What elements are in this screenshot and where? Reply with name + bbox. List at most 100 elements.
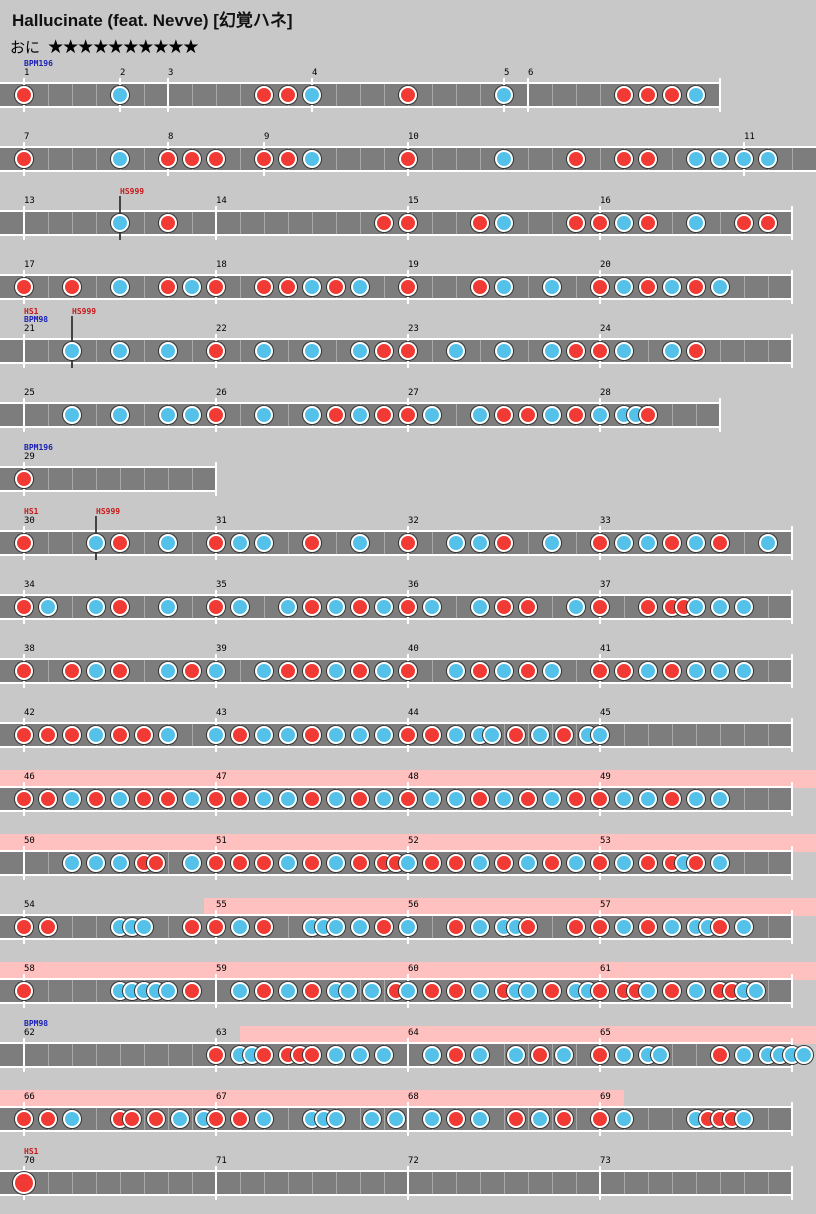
beat-line	[720, 724, 721, 746]
beat-line	[528, 148, 529, 170]
bar-line	[407, 1038, 409, 1072]
ka-note	[111, 214, 129, 232]
beat-line	[528, 340, 529, 362]
measure-number: 59	[216, 964, 227, 974]
don-note	[207, 406, 225, 424]
beat-line	[432, 916, 433, 938]
don-note	[303, 534, 321, 552]
measure-number: 15	[408, 196, 419, 206]
don-note	[591, 918, 609, 936]
beat-line	[120, 1172, 121, 1194]
don-note	[519, 790, 537, 808]
bar-line	[407, 1102, 409, 1136]
don-note	[351, 598, 369, 616]
beat-line	[240, 84, 241, 106]
ka-note	[519, 854, 537, 872]
ka-note	[87, 726, 105, 744]
beat-line	[144, 1044, 145, 1066]
ka-note	[735, 1110, 753, 1128]
ka-note	[255, 1110, 273, 1128]
don-note	[687, 342, 705, 360]
don-note	[15, 1110, 33, 1128]
beat-line	[168, 852, 169, 874]
don-note	[39, 726, 57, 744]
don-note	[507, 726, 525, 744]
measure-number: 46	[24, 772, 35, 782]
measure-number: 37	[600, 580, 611, 590]
beat-line	[576, 1108, 577, 1130]
beat-line	[672, 404, 673, 426]
measure-number: 35	[216, 580, 227, 590]
bar-line-end	[791, 206, 793, 240]
ka-note	[87, 854, 105, 872]
ka-note	[327, 598, 345, 616]
don-note	[207, 598, 225, 616]
beat-line	[72, 212, 73, 234]
ka-note	[111, 854, 129, 872]
don-note	[15, 790, 33, 808]
note-lane	[0, 530, 792, 556]
don-note	[519, 662, 537, 680]
ka-note	[327, 790, 345, 808]
ka-note	[639, 790, 657, 808]
don-note	[327, 406, 345, 424]
beat-line	[168, 1108, 169, 1130]
ka-note	[303, 150, 321, 168]
ka-note	[471, 1110, 489, 1128]
ka-note	[747, 982, 765, 1000]
note-lane	[0, 786, 792, 812]
ka-note	[87, 534, 105, 552]
don-note	[687, 278, 705, 296]
gogo-band	[0, 962, 816, 980]
ka-note	[183, 278, 201, 296]
measure-number: 51	[216, 836, 227, 846]
measure-number: 2	[120, 68, 126, 78]
beat-line	[144, 148, 145, 170]
don-note	[255, 278, 273, 296]
don-note	[123, 1110, 141, 1128]
beat-line	[744, 852, 745, 874]
ka-note	[183, 854, 201, 872]
don-note	[519, 918, 537, 936]
ka-note	[255, 534, 273, 552]
ka-note	[687, 86, 705, 104]
beat-line	[576, 1044, 577, 1066]
bar-line	[167, 78, 169, 112]
don-note	[567, 214, 585, 232]
don-note	[735, 214, 753, 232]
beat-line	[144, 276, 145, 298]
beat-line	[624, 596, 625, 618]
don-note	[423, 854, 441, 872]
ka-note	[183, 790, 201, 808]
measure-number: 18	[216, 260, 227, 270]
measure-number: 6	[528, 68, 534, 78]
bar-line	[215, 206, 217, 240]
beat-line	[192, 340, 193, 362]
beat-line	[432, 340, 433, 362]
don-note	[303, 790, 321, 808]
ka-note	[531, 1110, 549, 1128]
score-row: 34 35 36 37	[0, 574, 816, 638]
score-row: 70 71 72 73 HS1	[0, 1148, 816, 1214]
don-note	[591, 982, 609, 1000]
beat-line	[72, 916, 73, 938]
scroll-speed-label: HS999	[120, 187, 145, 196]
ka-note	[423, 598, 441, 616]
ka-note	[735, 150, 753, 168]
ka-note	[591, 406, 609, 424]
don-note	[15, 278, 33, 296]
note-lane	[0, 1042, 792, 1068]
beat-line	[288, 1108, 289, 1130]
don-note	[231, 726, 249, 744]
beat-line	[552, 916, 553, 938]
don-note	[759, 214, 777, 232]
measure-number: 14	[216, 196, 227, 206]
ka-note	[555, 1046, 573, 1064]
don-note	[15, 534, 33, 552]
measure-number: 57	[600, 900, 611, 910]
measure-number: 24	[600, 324, 611, 334]
beat-line	[192, 212, 193, 234]
beat-line	[192, 468, 193, 490]
beat-line	[48, 660, 49, 682]
beat-line	[504, 1044, 505, 1066]
